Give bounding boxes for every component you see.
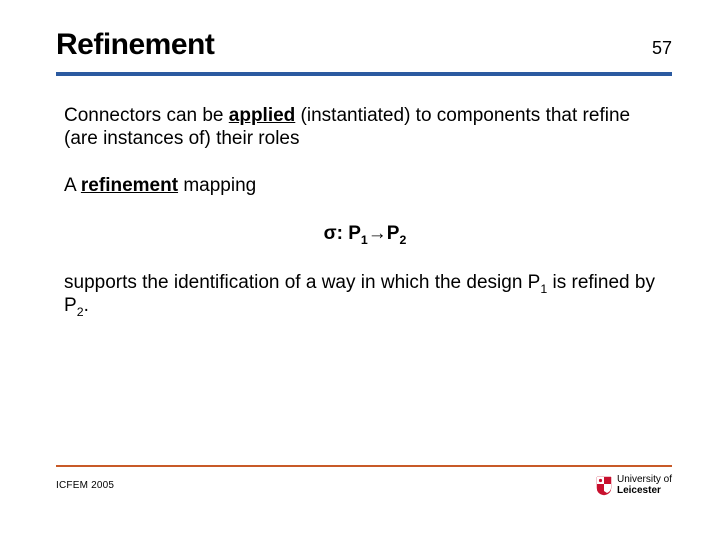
university-name: University of Leicester	[617, 475, 672, 496]
subscript: 2	[77, 305, 84, 319]
slide: Refinement 57 Connectors can be applied …	[0, 0, 720, 540]
footer-rule	[56, 465, 672, 467]
page-number: 57	[652, 38, 672, 59]
slide-footer: ICFEM 2005 University of Leicester	[56, 465, 672, 496]
subscript: 1	[361, 232, 368, 246]
formula: σ: P1→P2	[64, 222, 666, 245]
text: P	[387, 223, 400, 244]
text: supports the identification of a way in …	[64, 272, 540, 293]
arrow: →	[368, 223, 387, 244]
text: : P	[337, 223, 361, 244]
text: .	[84, 295, 89, 316]
paragraph-3: supports the identification of a way in …	[64, 271, 666, 317]
conference-label: ICFEM 2005	[56, 480, 114, 491]
text: A	[64, 175, 81, 196]
text: mapping	[178, 175, 256, 196]
footer-row: ICFEM 2005 University of Leicester	[56, 475, 672, 496]
uni-line1: University of	[617, 475, 672, 486]
paragraph-2: A refinement mapping	[64, 174, 666, 197]
slide-title: Refinement	[56, 28, 214, 62]
text: Connectors can be	[64, 105, 229, 126]
text-emph: applied	[229, 105, 296, 126]
paragraph-1: Connectors can be applied (instantiated)…	[64, 104, 666, 150]
subscript: 2	[399, 232, 406, 246]
sigma: σ	[324, 223, 337, 244]
university-logo: University of Leicester	[596, 475, 672, 496]
shield-icon	[596, 476, 612, 496]
text-emph: refinement	[81, 175, 178, 196]
slide-body: Connectors can be applied (instantiated)…	[56, 76, 672, 317]
uni-line2: Leicester	[617, 486, 672, 497]
slide-header: Refinement 57	[56, 28, 672, 62]
